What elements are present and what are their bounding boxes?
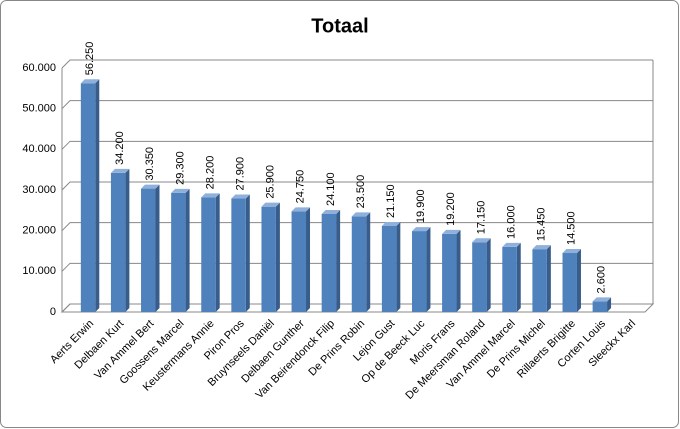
y-tick-label: 20.000 — [22, 225, 56, 237]
value-label: 24.750 — [295, 170, 307, 204]
bar-side — [486, 238, 491, 312]
value-label: 23.500 — [355, 175, 367, 209]
bar-side — [396, 221, 401, 312]
bar — [110, 172, 126, 312]
value-label: 2.600 — [596, 266, 608, 294]
bar — [231, 198, 246, 312]
bar-top — [201, 193, 220, 198]
value-label: 25.900 — [265, 165, 277, 199]
bar — [442, 233, 457, 312]
value-label: 34.200 — [114, 131, 126, 165]
bar — [411, 231, 427, 312]
grid-line — [61, 222, 653, 232]
bar-top — [171, 188, 190, 193]
bar-side — [516, 242, 521, 312]
bar — [562, 253, 577, 312]
bar — [291, 211, 307, 312]
y-tick-label: 40.000 — [22, 143, 56, 155]
value-label: 28.200 — [204, 156, 216, 190]
bar-side — [306, 207, 311, 312]
bar-side — [125, 168, 130, 312]
bar-top — [562, 249, 581, 254]
value-label: 27.900 — [234, 157, 246, 191]
chart-title: Totaal — [311, 15, 368, 37]
value-label: 30.350 — [144, 147, 156, 181]
value-label: 17.150 — [475, 201, 487, 235]
bar-top — [110, 168, 130, 173]
bar-side — [155, 184, 160, 312]
bar — [261, 206, 276, 312]
bar-side — [366, 212, 371, 312]
grid-line — [61, 181, 653, 191]
bar-side — [215, 193, 220, 312]
bar-side — [546, 245, 551, 312]
value-label: 24.100 — [325, 172, 337, 206]
y-tick-label: 0 — [50, 306, 56, 318]
bar-side — [245, 194, 250, 312]
value-label: 56.250 — [84, 42, 96, 76]
grid-line — [61, 59, 653, 69]
bar-side — [275, 202, 280, 312]
bar-side — [185, 188, 190, 312]
bar — [502, 246, 517, 312]
bar-top — [442, 229, 461, 234]
bar-side — [576, 249, 581, 312]
bar-side — [607, 297, 612, 312]
bar — [592, 301, 608, 312]
bar-side — [426, 227, 431, 312]
grid-line — [61, 100, 653, 110]
bar — [321, 213, 337, 312]
y-tick-label: 50.000 — [22, 103, 56, 115]
value-label: 14.500 — [566, 211, 578, 245]
bar-top — [411, 227, 431, 232]
bar-top — [502, 242, 521, 247]
bar-top — [291, 207, 311, 212]
value-label: 19.900 — [415, 189, 427, 223]
bar — [351, 216, 367, 312]
value-label: 15.450 — [536, 208, 548, 242]
bar — [171, 192, 186, 312]
bar-top — [141, 184, 160, 189]
bar-top — [80, 79, 100, 84]
bar-top — [261, 202, 280, 207]
bar-top — [592, 297, 612, 302]
bar-side — [95, 79, 100, 312]
bar-side — [336, 209, 341, 312]
bar-top — [381, 221, 401, 226]
bar — [532, 249, 547, 312]
y-tick-label: 30.000 — [22, 184, 56, 196]
bar-top — [321, 209, 341, 214]
bar-side — [456, 229, 461, 312]
bar-top — [231, 194, 250, 199]
bar-top — [351, 212, 371, 217]
value-label: 19.200 — [445, 192, 457, 226]
bar-top — [472, 238, 491, 243]
grid-line — [61, 140, 653, 150]
bar — [201, 197, 216, 312]
value-label: 29.300 — [174, 151, 186, 185]
y-tick-label: 60.000 — [22, 62, 56, 74]
bar — [472, 242, 487, 312]
bar-top — [532, 245, 551, 250]
bar — [381, 225, 397, 312]
bar — [80, 83, 96, 312]
y-tick-label: 10.000 — [22, 265, 56, 277]
value-label: 21.150 — [385, 184, 397, 218]
value-label: 16.000 — [505, 205, 517, 239]
bar — [141, 188, 156, 312]
